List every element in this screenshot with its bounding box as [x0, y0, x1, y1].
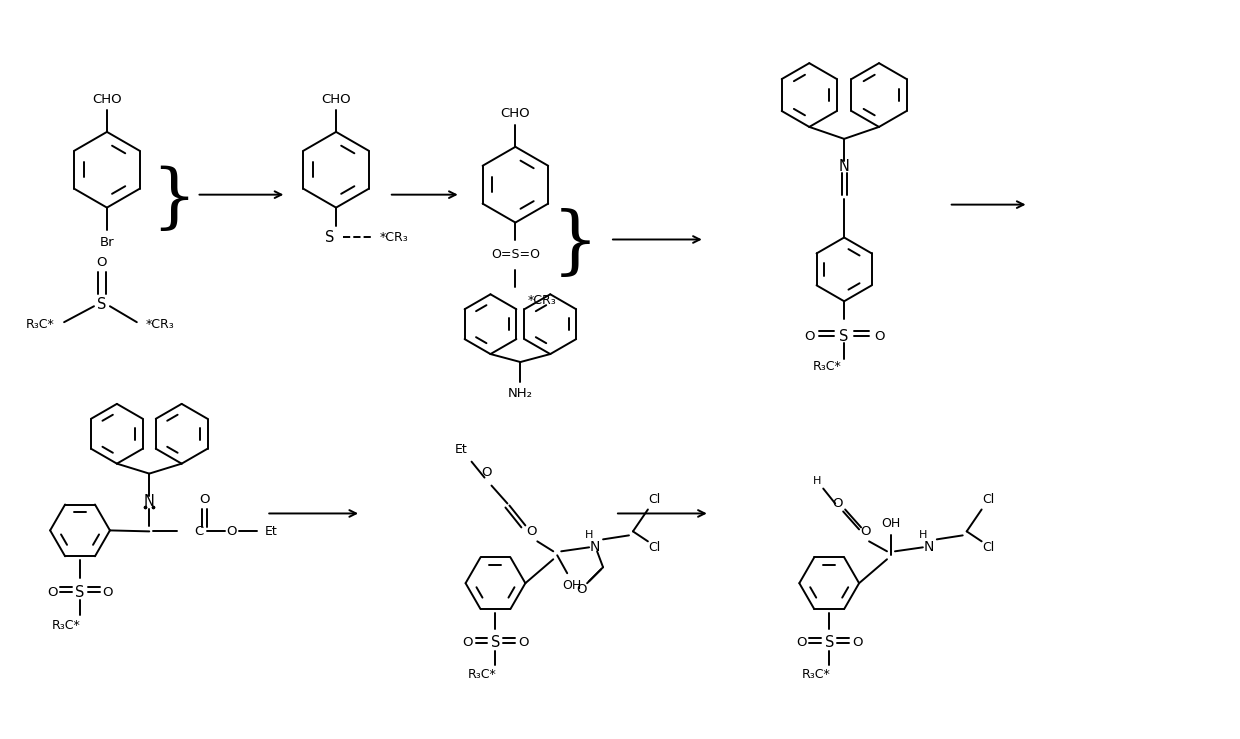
Text: OH: OH [563, 579, 582, 592]
Text: O: O [463, 636, 472, 650]
Text: R₃C*: R₃C* [812, 359, 841, 372]
Text: C: C [195, 525, 203, 538]
Text: O: O [804, 330, 815, 343]
Text: O: O [518, 636, 528, 650]
Text: O: O [97, 256, 107, 269]
Text: O: O [526, 525, 537, 538]
Text: Cl: Cl [982, 541, 994, 554]
Text: O=S=O: O=S=O [491, 248, 539, 261]
Text: O: O [796, 636, 806, 650]
Text: O: O [481, 466, 492, 479]
Text: O: O [227, 525, 237, 538]
Text: H: H [919, 531, 928, 540]
Text: N: N [144, 494, 155, 509]
Text: *CR₃: *CR₃ [379, 231, 408, 244]
Text: O: O [859, 525, 870, 538]
Text: O: O [198, 493, 210, 506]
Text: }: } [552, 208, 599, 281]
Text: H: H [585, 531, 593, 540]
Text: R₃C*: R₃C* [467, 668, 496, 681]
Text: Cl: Cl [649, 541, 661, 554]
Text: N: N [590, 540, 600, 554]
Text: O: O [832, 497, 842, 510]
Text: R₃C*: R₃C* [26, 318, 55, 330]
Text: OH: OH [882, 517, 900, 530]
Text: S: S [825, 636, 833, 650]
Text: }: } [151, 165, 196, 234]
Text: CHO: CHO [321, 92, 351, 106]
Text: S: S [76, 585, 84, 599]
Text: CHO: CHO [501, 107, 531, 120]
Text: Et: Et [265, 525, 278, 538]
Text: S: S [97, 297, 107, 312]
Text: Cl: Cl [982, 493, 994, 506]
Text: O: O [575, 582, 587, 596]
Text: O: O [874, 330, 884, 343]
Text: Et: Et [455, 443, 467, 456]
Text: N: N [924, 540, 934, 554]
Text: O: O [103, 586, 113, 599]
Text: Cl: Cl [649, 493, 661, 506]
Text: NH₂: NH₂ [508, 387, 533, 401]
Text: O: O [852, 636, 862, 650]
Text: H: H [813, 476, 821, 486]
Text: S: S [325, 230, 335, 245]
Text: *CR₃: *CR₃ [145, 318, 174, 330]
Text: S: S [491, 636, 500, 650]
Text: R₃C*: R₃C* [801, 668, 830, 681]
Text: Br: Br [99, 236, 114, 249]
Text: CHO: CHO [92, 92, 122, 106]
Text: N: N [838, 160, 849, 174]
Text: *CR₃: *CR₃ [527, 294, 556, 307]
Text: S: S [839, 329, 849, 344]
Text: R₃C*: R₃C* [52, 619, 81, 632]
Text: O: O [47, 586, 57, 599]
